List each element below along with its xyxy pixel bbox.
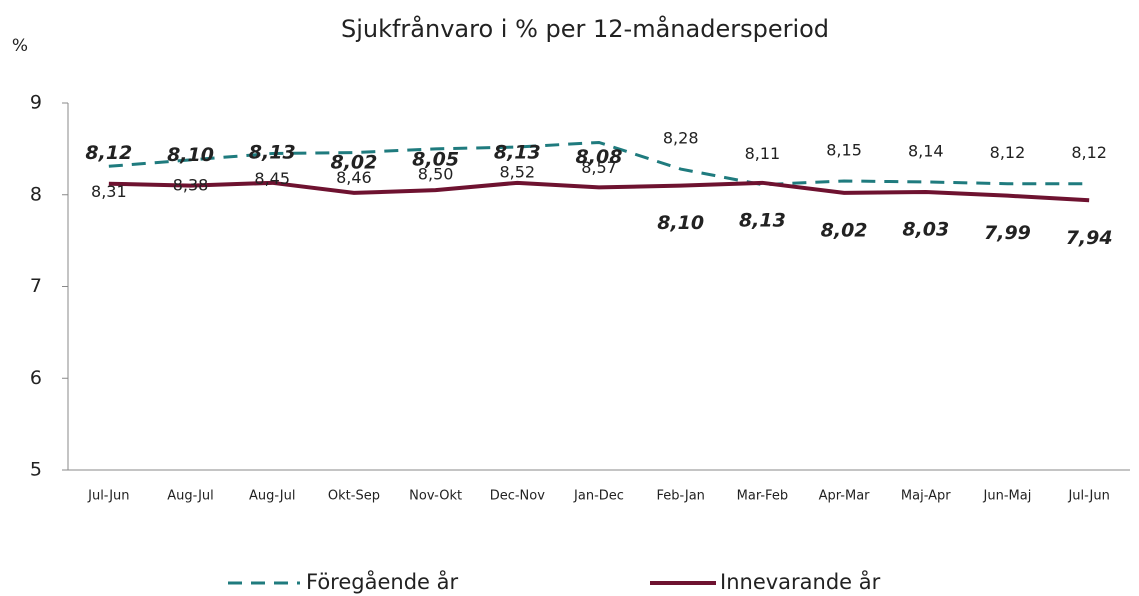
data-label: 7,99 xyxy=(984,222,1031,244)
data-label: 8,02 xyxy=(330,151,377,173)
y-tick-label: 5 xyxy=(30,459,42,481)
data-label: 8,02 xyxy=(821,219,868,241)
data-label: 7,94 xyxy=(1066,227,1113,249)
x-tick-label: Aug-Jul xyxy=(249,489,295,504)
data-label: 8,15 xyxy=(826,140,862,159)
y-tick-label: 6 xyxy=(30,367,42,389)
data-label: 8,14 xyxy=(908,141,944,160)
data-label: 8,12 xyxy=(990,143,1026,162)
x-tick-label: Dec-Nov xyxy=(490,489,546,504)
data-label: 8,57 xyxy=(581,158,617,177)
data-label: 8,28 xyxy=(663,129,699,148)
x-tick-label: Jul-Jun xyxy=(87,489,129,504)
x-tick-label: Apr-Mar xyxy=(819,489,871,504)
data-label: 8,03 xyxy=(902,218,949,240)
data-label: 8,12 xyxy=(85,142,132,164)
y-tick-label: 8 xyxy=(30,183,42,205)
x-tick-label: Jan-Dec xyxy=(573,489,624,504)
data-label: 8,12 xyxy=(1071,143,1107,162)
legend-label: Föregående år xyxy=(306,569,458,594)
data-label: 8,05 xyxy=(412,149,459,171)
y-axis-label: % xyxy=(12,36,28,56)
series-line xyxy=(108,180,1090,203)
y-tick-label: 7 xyxy=(30,275,42,297)
data-label: 8,13 xyxy=(494,141,541,163)
legend-label: Innevarande år xyxy=(720,569,881,594)
data-label: 8,13 xyxy=(249,141,296,163)
data-label: 8,11 xyxy=(745,144,781,163)
x-tick-label: Mar-Feb xyxy=(737,489,788,504)
x-tick-label: Jul-Jun xyxy=(1067,489,1109,504)
data-label: 8,10 xyxy=(167,144,214,166)
data-label: 8,10 xyxy=(657,212,704,234)
data-label: 8,31 xyxy=(91,182,127,201)
x-tick-label: Okt-Sep xyxy=(328,489,380,504)
data-label: 8,50 xyxy=(418,164,454,183)
y-tick-label: 9 xyxy=(30,92,42,114)
data-label: 8,46 xyxy=(336,168,372,187)
x-tick-label: Maj-Apr xyxy=(901,489,951,504)
x-tick-label: Jun-Maj xyxy=(983,489,1032,504)
x-tick-label: Aug-Jul xyxy=(167,489,213,504)
data-label: 8,52 xyxy=(499,163,535,182)
data-label: 8,08 xyxy=(576,146,623,168)
data-label: 8,38 xyxy=(173,175,209,194)
data-label: 8,45 xyxy=(254,169,290,188)
data-label: 8,13 xyxy=(739,209,786,231)
chart-title: Sjukfrånvaro i % per 12-månadersperiod xyxy=(341,14,829,43)
x-tick-label: Feb-Jan xyxy=(656,489,704,504)
series-line xyxy=(108,140,1090,187)
x-tick-label: Nov-Okt xyxy=(409,489,462,504)
